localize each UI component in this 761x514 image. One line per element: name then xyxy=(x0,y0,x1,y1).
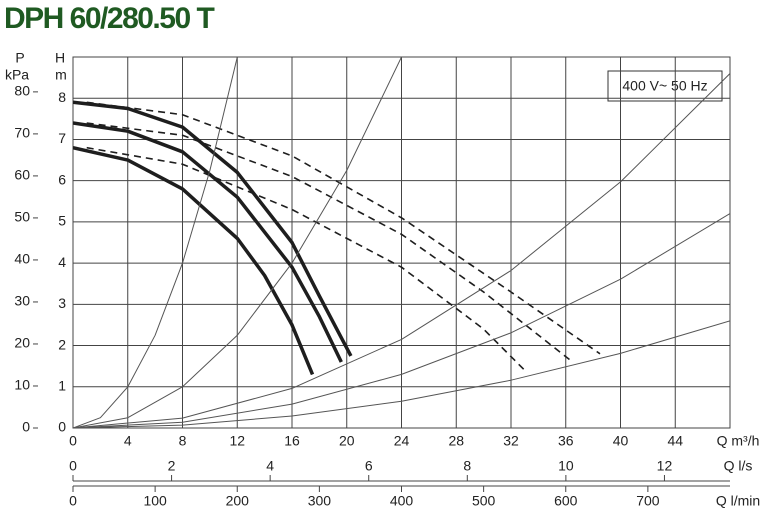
annotation: 400 V~ 50 Hz xyxy=(622,78,707,94)
y-axis-unit: m xyxy=(55,67,67,83)
x-tick-label: 12 xyxy=(229,433,245,449)
curve xyxy=(86,122,574,363)
x-tick-label: 0 xyxy=(69,433,77,449)
x-tick-label: 400 xyxy=(390,493,414,509)
y-tick-label: 0 xyxy=(58,419,66,435)
x-tick-label: 40 xyxy=(613,433,629,449)
x-tick-label: 44 xyxy=(667,433,683,449)
curve xyxy=(73,145,315,376)
x-tick-label: 300 xyxy=(308,493,332,509)
x-tick-label: 8 xyxy=(463,458,471,474)
y2-tick-label: 40 xyxy=(14,251,30,267)
x-tick-label: 28 xyxy=(448,433,464,449)
x-tick-label: 16 xyxy=(284,433,300,449)
x-tick-label: 10 xyxy=(558,458,574,474)
curve xyxy=(73,121,343,363)
y-axis-label: H xyxy=(55,50,65,66)
y-tick-label: 4 xyxy=(58,254,66,270)
y2-tick-label: 60 xyxy=(14,167,30,183)
x-tick-label: 6 xyxy=(365,458,373,474)
annotation-box xyxy=(607,70,723,102)
curve xyxy=(73,57,402,428)
y-tick-label: 2 xyxy=(58,336,66,352)
x-tick-label: 8 xyxy=(179,433,187,449)
x-tick-label: 600 xyxy=(554,493,578,509)
x-axis-label: Q l/s xyxy=(724,458,753,474)
y-tick-label: 7 xyxy=(58,130,66,146)
y2-tick-label: 20 xyxy=(14,335,30,351)
curve xyxy=(86,146,526,371)
y-tick-label: 1 xyxy=(58,377,66,393)
x-axis-label: Q l/min xyxy=(716,493,760,509)
y-tick-label: 8 xyxy=(58,89,66,105)
y2-tick-label: 80 xyxy=(14,83,30,99)
x-axis-label: Q m³/h xyxy=(717,433,760,449)
x-tick-label: 100 xyxy=(143,493,167,509)
x-tick-label: 12 xyxy=(657,458,673,474)
y-tick-label: 5 xyxy=(58,213,66,229)
y2-axis-unit: kPa xyxy=(5,67,29,83)
x-tick-label: 20 xyxy=(339,433,355,449)
y2-tick-label: 70 xyxy=(14,125,30,141)
curve xyxy=(73,100,353,357)
x-tick-label: 32 xyxy=(503,433,519,449)
x-tick-label: 700 xyxy=(636,493,660,509)
chart-title: DPH 60/280.50 T xyxy=(4,2,214,35)
y2-tick-label: 10 xyxy=(14,377,30,393)
x-tick-label: 200 xyxy=(226,493,250,509)
curve xyxy=(86,101,601,355)
curve xyxy=(73,73,730,428)
y2-tick-label: 0 xyxy=(22,419,30,435)
curve xyxy=(73,213,730,428)
x-tick-label: 0 xyxy=(69,458,77,474)
y-tick-label: 3 xyxy=(58,295,66,311)
y2-tick-label: 50 xyxy=(14,209,30,225)
x-tick-label: 500 xyxy=(472,493,496,509)
x-tick-label: 2 xyxy=(168,458,176,474)
x-tick-label: 36 xyxy=(558,433,574,449)
y2-tick-label: 30 xyxy=(14,293,30,309)
x-tick-label: 4 xyxy=(266,458,274,474)
y-tick-label: 6 xyxy=(58,171,66,187)
curve xyxy=(73,57,238,428)
x-tick-label: 4 xyxy=(124,433,132,449)
y2-axis-label: P xyxy=(15,50,24,66)
x-tick-label: 0 xyxy=(69,493,77,509)
curve xyxy=(73,320,730,428)
x-tick-label: 24 xyxy=(394,433,410,449)
